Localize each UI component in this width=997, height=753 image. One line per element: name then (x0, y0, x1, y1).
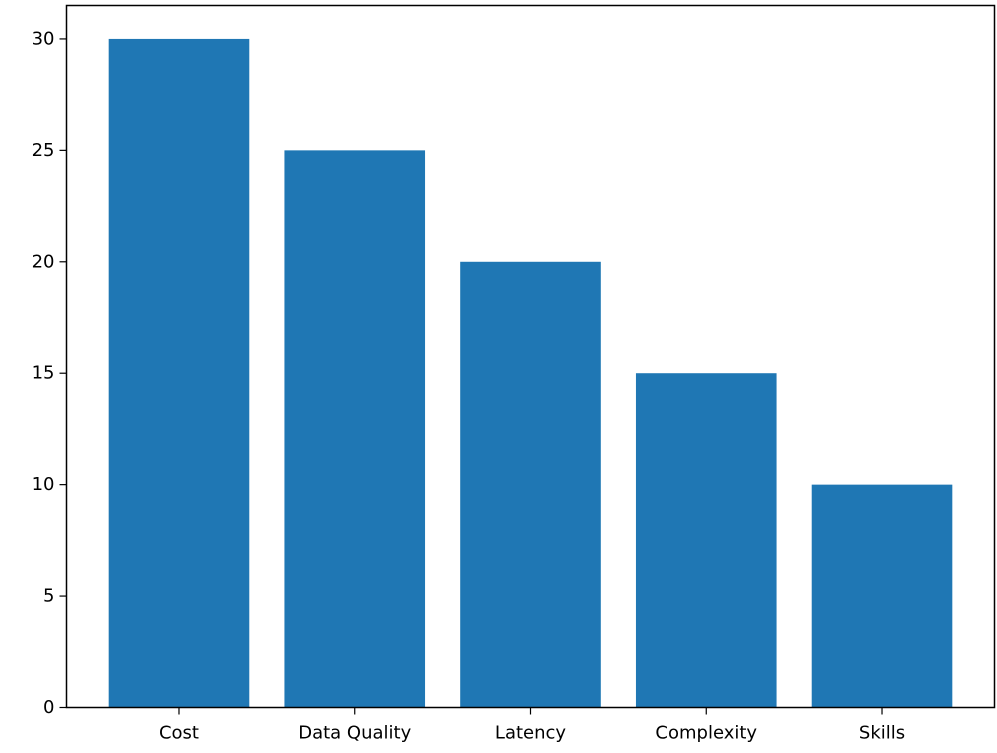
bar-latency (460, 261, 601, 708)
bar-complexity (635, 373, 777, 708)
x-tick-label: Cost (159, 723, 199, 744)
y-tick-label: 0 (43, 697, 54, 718)
x-axis: Cost Data Quality Latency Complexity Skills (159, 707, 905, 744)
bar-skills (811, 484, 953, 708)
x-tick-label: Data Quality (298, 723, 411, 744)
x-tick-label: Latency (495, 723, 566, 744)
y-tick-label: 5 (43, 586, 54, 607)
y-tick-label: 30 (32, 28, 55, 49)
bars (108, 38, 953, 708)
bar-data-quality (284, 150, 426, 708)
y-tick-label: 25 (32, 140, 55, 161)
y-axis: 0 5 10 15 20 25 30 (32, 28, 67, 718)
y-tick-label: 15 (32, 363, 55, 384)
x-tick-label: Skills (859, 723, 905, 744)
y-tick-label: 10 (32, 474, 55, 495)
y-tick-label: 20 (32, 251, 55, 272)
bar-cost (108, 38, 250, 708)
x-tick-label: Complexity (655, 723, 757, 744)
